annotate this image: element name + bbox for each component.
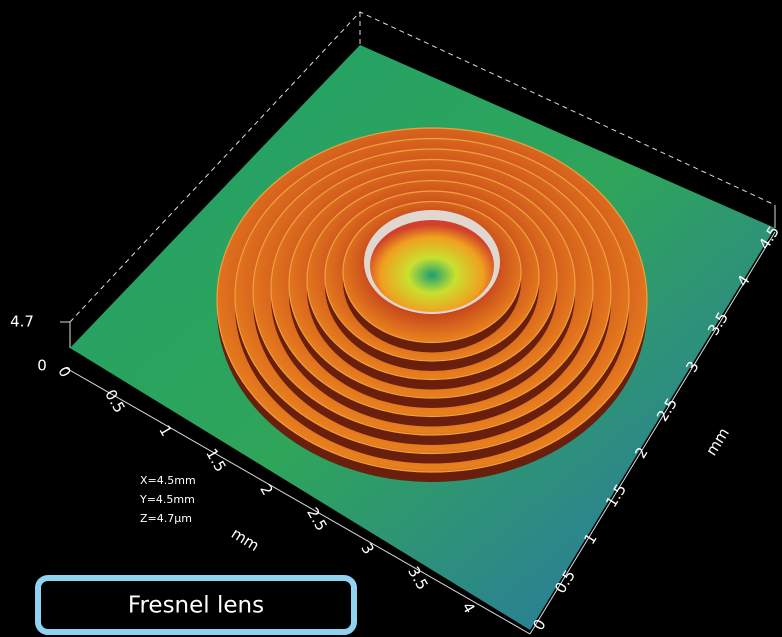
x-tick-label: 1.5 bbox=[202, 445, 230, 475]
x-tick-label: 2.5 bbox=[303, 504, 331, 534]
y-axis-label: mm bbox=[702, 425, 733, 459]
y-tick-label: 1 bbox=[580, 530, 600, 548]
x-tick-label: 2 bbox=[256, 481, 276, 498]
info-y: Y=4.5mm bbox=[139, 493, 195, 506]
x-tick-label: 1 bbox=[155, 422, 175, 439]
bounding-box bbox=[60, 11, 776, 635]
x-tick-label: 0 bbox=[54, 363, 74, 380]
caption: Fresnel lens bbox=[128, 593, 264, 619]
x-tick-label: 3 bbox=[357, 540, 377, 557]
info-z: Z=4.7µm bbox=[140, 512, 192, 525]
caption-box bbox=[35, 575, 357, 635]
x-axis-label: mm bbox=[228, 524, 262, 555]
info-x: X=4.5mm bbox=[140, 474, 196, 487]
x-tick-label: 4 bbox=[458, 599, 478, 616]
z-max-label: 4.7 bbox=[10, 313, 34, 331]
center-dish bbox=[370, 220, 494, 312]
z-min-label: 0 bbox=[37, 357, 47, 375]
x-tick-label: 3.5 bbox=[404, 563, 432, 593]
